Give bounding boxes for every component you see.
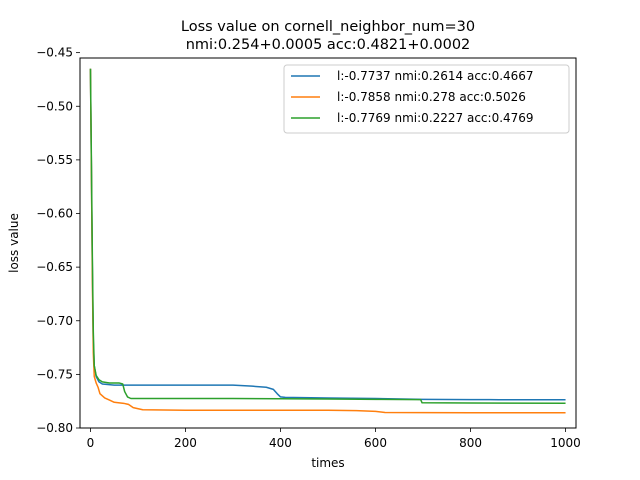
- x-axis-label: times: [311, 456, 344, 470]
- series-line-2: [89, 68, 566, 414]
- y-tick-label: −0.75: [36, 367, 73, 381]
- x-axis: 0 200 400 600 800 1000: [87, 428, 581, 450]
- y-tick-label: −0.65: [36, 260, 73, 274]
- y-tick-label: −0.70: [36, 314, 73, 328]
- legend: l:-0.7737 nmi:0.2614 acc:0.4667 l:-0.785…: [283, 64, 570, 134]
- x-tick-label: 1000: [550, 436, 581, 450]
- y-tick-label: −0.60: [36, 207, 73, 221]
- x-tick-label: 0: [87, 436, 95, 450]
- y-axis-label: loss value: [7, 213, 21, 273]
- series-group: [89, 68, 566, 414]
- y-tick-label: −0.80: [36, 421, 73, 435]
- chart-title-line-2: nmi:0.254+0.0005 acc:0.4821+0.0002: [186, 37, 471, 53]
- legend-label-series-1: l:-0.7737 nmi:0.2614 acc:0.4667: [337, 69, 534, 83]
- legend-box: [283, 64, 570, 134]
- y-axis: −0.45 −0.50 −0.55 −0.60 −0.65 −0.70 −0.75 −0.80: [36, 46, 80, 435]
- chart-title-line-1: Loss value on cornell_neighbor_num=30: [181, 19, 475, 35]
- y-tick-label: −0.50: [36, 99, 73, 113]
- plot-frame: [79, 57, 577, 429]
- y-tick-label: −0.55: [36, 153, 73, 167]
- x-tick-label: 200: [174, 436, 197, 450]
- legend-label-series-3: l:-0.7769 nmi:0.2227 acc:0.4769: [337, 111, 534, 125]
- x-tick-label: 400: [269, 436, 292, 450]
- series-line-3: [89, 68, 566, 404]
- x-tick-label: 600: [364, 436, 387, 450]
- y-tick-label: −0.45: [36, 46, 73, 60]
- legend-label-series-2: l:-0.7858 nmi:0.278 acc:0.5026: [337, 90, 526, 104]
- x-tick-label: 800: [459, 436, 482, 450]
